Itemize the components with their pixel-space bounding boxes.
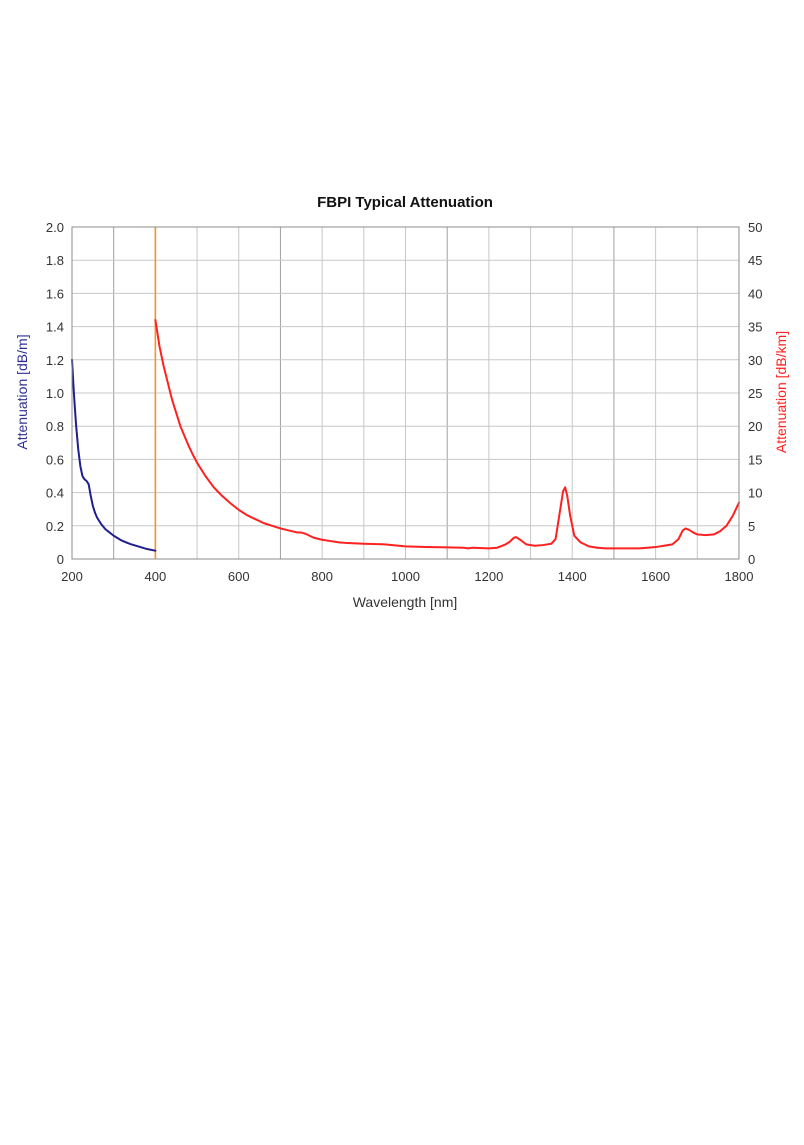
y-left-tick-label: 0.4 [46,486,64,501]
x-tick-label: 600 [228,569,250,584]
y-left-tick-label: 0 [57,552,64,567]
y-right-tick-label: 45 [748,253,762,268]
plot-frame [71,226,740,560]
series-line-db-per-km [154,318,740,550]
y-left-tick-label: 1.4 [46,320,64,335]
x-tick-label: 1800 [725,569,754,584]
x-axis-label: Wavelength [nm] [353,594,458,610]
y-left-tick-label: 0.6 [46,452,64,467]
x-tick-label: 1400 [558,569,587,584]
chart-title: FBPI Typical Attenuation [317,194,493,211]
y-right-tick-label: 5 [748,519,755,534]
y-left-tick-label: 1.6 [46,286,64,301]
x-tick-label: 800 [311,569,333,584]
y-right-tick-label: 35 [748,320,762,335]
y-right-axis-label: Attenuation [dB/km] [773,331,789,453]
y-left-axis-label: Attenuation [dB/m] [14,334,30,449]
x-tick-labels: 200 400 600 800 1000 1200 1400 1600 1800 [61,569,753,584]
y-right-tick-label: 25 [748,386,762,401]
y-left-tick-label: 0.2 [46,519,64,534]
y-right-tick-label: 20 [748,419,762,434]
y-right-tick-label: 0 [748,552,755,567]
y-right-tick-label: 10 [748,486,762,501]
y-left-tick-label: 1.8 [46,253,64,268]
y-left-tick-label: 2.0 [46,220,64,235]
y-right-tick-labels: 0 5 10 15 20 25 30 35 40 45 50 [748,220,762,567]
y-right-tick-label: 15 [748,452,762,467]
series-lines [71,318,740,552]
x-tick-label: 200 [61,569,83,584]
y-left-tick-label: 0.8 [46,419,64,434]
y-left-tick-labels: 0 0.2 0.4 0.6 0.8 1.0 1.2 1.4 1.6 1.8 2.0 [46,220,64,567]
x-tick-label: 1600 [641,569,670,584]
series-line-db-per-m [71,358,157,552]
x-tick-label: 400 [145,569,167,584]
y-right-tick-label: 30 [748,353,762,368]
y-left-tick-label: 1.0 [46,386,64,401]
y-left-tick-label: 1.2 [46,353,64,368]
y-right-tick-label: 40 [748,286,762,301]
gridlines [72,227,739,559]
x-tick-label: 1200 [474,569,503,584]
x-tick-label: 1000 [391,569,420,584]
y-right-tick-label: 50 [748,220,762,235]
